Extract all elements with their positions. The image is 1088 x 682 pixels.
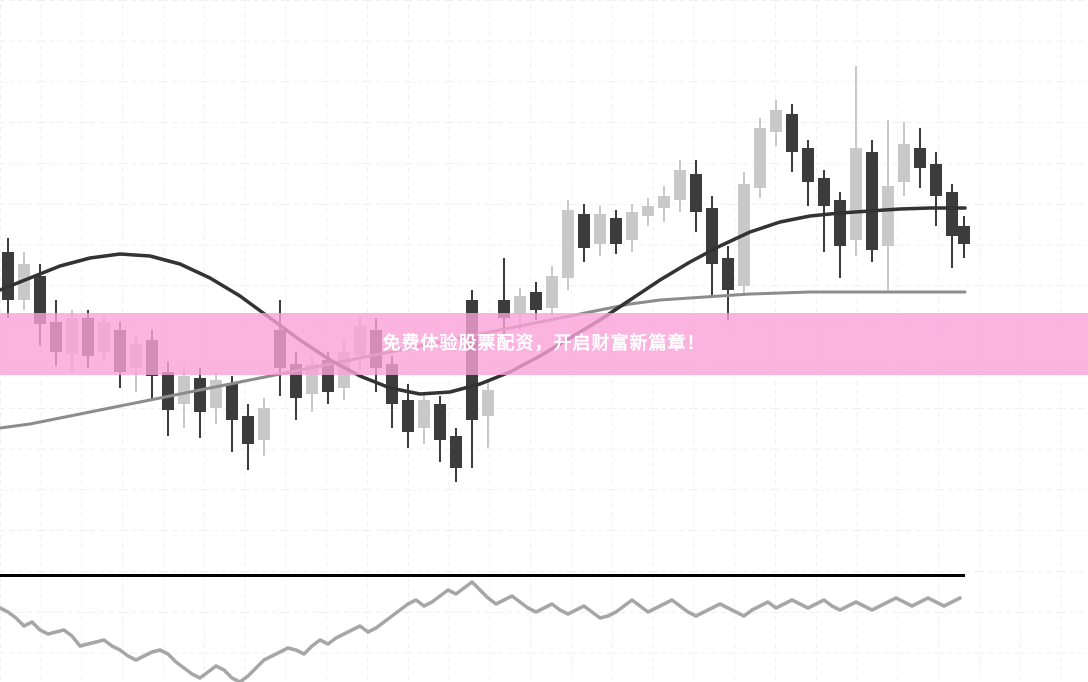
candle-body <box>402 400 414 432</box>
candle-body <box>610 218 622 244</box>
candle-body <box>866 152 878 250</box>
candle-body <box>258 408 270 440</box>
candle-body <box>530 292 542 310</box>
promo-banner-text: 免费体验股票配资，开启财富新篇章！ <box>382 333 706 354</box>
candle-body <box>578 214 590 248</box>
candle-body <box>514 296 526 314</box>
candle-body <box>434 404 446 440</box>
candle-body <box>930 164 942 196</box>
candle-body <box>594 214 606 244</box>
candle-body <box>882 186 894 246</box>
candle-body <box>242 416 254 444</box>
candle-body <box>162 372 174 410</box>
candle-body <box>898 144 910 182</box>
moving-average-fast-line <box>0 206 967 396</box>
candle-body <box>914 148 926 168</box>
promo-banner[interactable]: 免费体验股票配资，开启财富新篇章！ <box>0 313 1088 375</box>
candle-body <box>642 206 654 216</box>
candle-body <box>946 192 958 236</box>
oscillator-line <box>0 580 962 682</box>
candle-body <box>722 258 734 290</box>
candle-body <box>226 384 238 420</box>
candle-body <box>418 400 430 428</box>
candle-body <box>546 276 558 308</box>
candle-body <box>482 390 494 416</box>
candle-body <box>450 436 462 468</box>
candle-body <box>178 376 190 404</box>
candle-body <box>562 210 574 278</box>
candle-body <box>194 378 206 412</box>
candle-body <box>786 114 798 152</box>
candle-body <box>802 148 814 182</box>
candle-body <box>818 178 830 206</box>
candle-body <box>690 174 702 212</box>
candle-body <box>958 226 970 244</box>
candle-body <box>674 170 686 200</box>
candle-body <box>626 212 638 240</box>
pane-separator-line <box>0 574 965 577</box>
candle-body <box>658 196 670 208</box>
candle-body <box>34 276 46 324</box>
candle-body <box>770 110 782 132</box>
candle-body <box>754 128 766 188</box>
candle-body <box>850 148 862 240</box>
